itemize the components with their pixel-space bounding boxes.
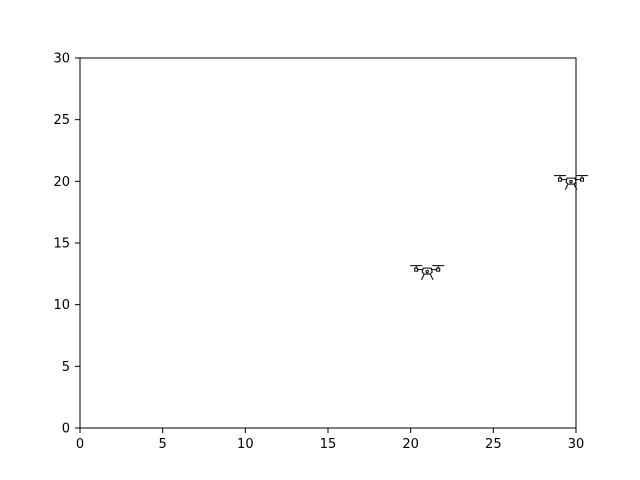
y-tick-label: 10 — [53, 298, 70, 313]
x-tick-label: 5 — [159, 437, 167, 452]
y-tick-label: 5 — [62, 360, 70, 375]
y-tick-label: 0 — [62, 422, 70, 437]
x-tick-label: 15 — [320, 437, 337, 452]
x-tick-label: 25 — [485, 437, 502, 452]
x-tick-label: 30 — [568, 437, 585, 452]
x-tick-label: 20 — [402, 437, 419, 452]
x-tick-label: 0 — [76, 437, 84, 452]
y-tick-label: 30 — [53, 52, 70, 67]
y-axis: 0 5 10 15 20 25 30 — [53, 52, 80, 437]
y-tick-label: 15 — [53, 237, 70, 252]
plot-area — [79, 57, 577, 429]
data-points — [410, 175, 589, 280]
drone-icon — [410, 265, 445, 280]
drone-icon — [554, 175, 589, 190]
x-axis: 0 5 10 15 20 25 30 — [76, 428, 584, 452]
y-tick-label: 20 — [53, 175, 70, 190]
y-tick-label: 25 — [53, 113, 70, 128]
x-tick-label: 10 — [237, 437, 254, 452]
